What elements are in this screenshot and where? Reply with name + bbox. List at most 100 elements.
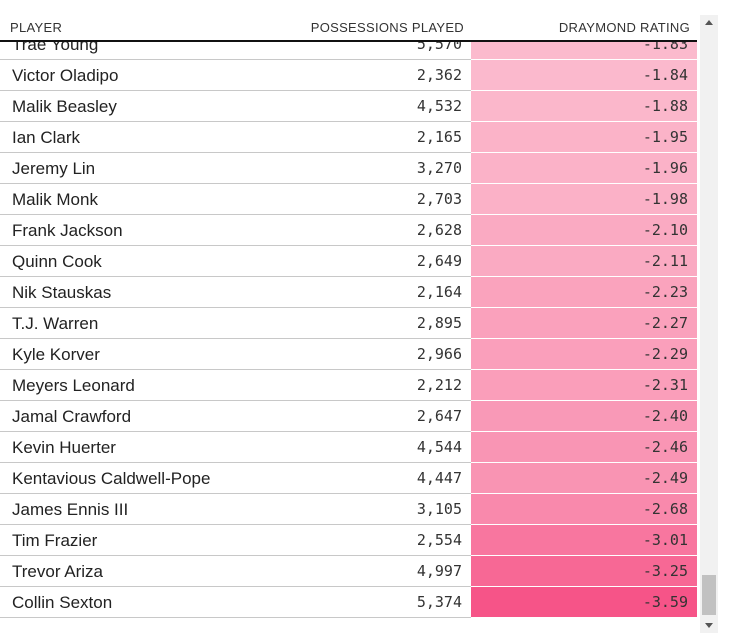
rating: -2.23 [642,283,688,301]
rating-cell: -3.25 [471,556,697,587]
table-row[interactable]: Jamal Crawford 2,647 -2.40 [0,401,697,432]
rating: -3.59 [642,593,688,611]
player-name: Kyle Korver [12,345,100,364]
header-rating[interactable]: DRAYMOND RATING [558,20,690,35]
rating: -1.88 [642,97,688,115]
player-name: Malik Beasley [12,97,117,116]
player-name: Nik Stauskas [12,283,112,302]
rating-cell: -2.29 [471,339,697,370]
rating-cell: -1.83 [471,42,697,60]
possessions: 2,703 [416,190,462,208]
rating: -2.29 [642,345,688,363]
scrollbar[interactable] [700,15,718,633]
player-name: Kentavious Caldwell-Pope [12,469,211,488]
player-name: Malik Monk [12,190,98,209]
table-row[interactable]: Kentavious Caldwell-Pope 4,447 -2.49 [0,463,697,494]
rating: -2.68 [642,500,688,518]
rating: -1.98 [642,190,688,208]
possessions: 4,544 [416,438,462,456]
table-row[interactable]: Collin Sexton 5,374 -3.59 [0,587,697,618]
table-row[interactable]: Nik Stauskas 2,164 -2.23 [0,277,697,308]
rating: -2.10 [642,221,688,239]
possessions: 2,362 [416,66,462,84]
rating-cell: -3.59 [471,587,697,618]
possessions: 5,570 [416,42,462,53]
rating-cell: -2.27 [471,308,697,339]
rating: -1.83 [642,42,688,53]
table-row[interactable]: Trae Young 5,570 -1.83 [0,42,697,60]
rating: -1.95 [642,128,688,146]
possessions: 2,165 [416,128,462,146]
table-row[interactable]: Trevor Ariza 4,997 -3.25 [0,556,697,587]
possessions: 2,164 [416,283,462,301]
rating: -2.27 [642,314,688,332]
header-player[interactable]: PLAYER [10,20,63,35]
table-row[interactable]: Frank Jackson 2,628 -2.10 [0,215,697,246]
rating-cell: -2.11 [471,246,697,277]
possessions: 2,966 [416,345,462,363]
possessions: 2,647 [416,407,462,425]
possessions: 4,447 [416,469,462,487]
rating-cell: -2.23 [471,277,697,308]
table-row[interactable]: Ian Clark 2,165 -1.95 [0,122,697,153]
player-name: Meyers Leonard [12,376,135,395]
table-row[interactable]: Jeremy Lin 3,270 -1.96 [0,153,697,184]
rating-cell: -2.49 [471,463,697,494]
possessions: 2,895 [416,314,462,332]
rating-cell: -2.40 [471,401,697,432]
rating-cell: -1.98 [471,184,697,215]
possessions: 3,270 [416,159,462,177]
rating-cell: -2.46 [471,432,697,463]
rating: -2.46 [642,438,688,456]
table-row[interactable]: James Ennis III 3,105 -2.68 [0,494,697,525]
rating: -2.11 [642,252,688,270]
possessions: 2,628 [416,221,462,239]
player-name: Tim Frazier [12,531,98,550]
table-row[interactable]: Quinn Cook 2,649 -2.11 [0,246,697,277]
rating-cell: -2.10 [471,215,697,246]
rating-cell: -3.01 [471,525,697,556]
table-row[interactable]: Tim Frazier 2,554 -3.01 [0,525,697,556]
scroll-thumb[interactable] [702,575,716,615]
rating-cell: -1.96 [471,153,697,184]
rating: -1.96 [642,159,688,177]
player-name: Frank Jackson [12,221,123,240]
possessions: 2,649 [416,252,462,270]
player-name: Trevor Ariza [12,562,104,581]
player-name: Quinn Cook [12,252,102,271]
player-name: Trae Young [12,42,99,54]
possessions: 4,997 [416,562,462,580]
rating-cell: -1.84 [471,60,697,91]
player-name: James Ennis III [12,500,129,519]
player-name: Victor Oladipo [12,66,119,85]
table-row[interactable]: Meyers Leonard 2,212 -2.31 [0,370,697,401]
possessions: 3,105 [416,500,462,518]
possessions: 4,532 [416,97,462,115]
rating: -3.25 [642,562,688,580]
table-row[interactable]: Kyle Korver 2,966 -2.29 [0,339,697,370]
table-body: Trae Young 5,570 -1.83 Victor Oladipo 2,362 -… [0,42,697,620]
table-row[interactable]: Victor Oladipo 2,362 -1.84 [0,60,697,91]
table-row[interactable]: T.J. Warren 2,895 -2.27 [0,308,697,339]
rating: -3.01 [642,531,688,549]
possessions: 5,374 [416,593,462,611]
rows: Trae Young 5,570 -1.83 Victor Oladipo 2,362 -… [0,42,697,618]
table-row[interactable]: Malik Beasley 4,532 -1.88 [0,91,697,122]
possessions: 2,554 [416,531,462,549]
table-row[interactable]: Kevin Huerter 4,544 -2.46 [0,432,697,463]
rating: -2.49 [642,469,688,487]
player-name: Kevin Huerter [12,438,116,457]
player-name: Ian Clark [12,128,81,147]
header-possessions[interactable]: POSSESSIONS PLAYED [310,20,464,35]
rating: -1.84 [642,66,688,84]
rating-cell: -1.95 [471,122,697,153]
rating: -2.31 [642,376,688,394]
player-name: Collin Sexton [12,593,113,612]
player-name: T.J. Warren [12,314,99,333]
scroll-arrows [705,20,713,628]
player-name: Jamal Crawford [12,407,132,426]
table-row[interactable]: Malik Monk 2,703 -1.98 [0,184,697,215]
rating-cell: -2.31 [471,370,697,401]
player-name: Jeremy Lin [12,159,96,178]
